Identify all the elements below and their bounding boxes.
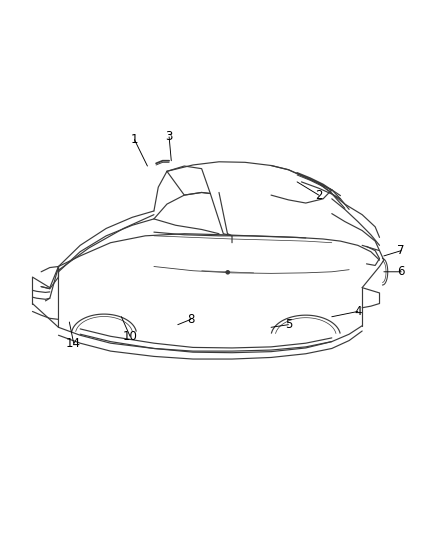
Text: 14: 14 <box>66 337 81 350</box>
Text: 5: 5 <box>285 318 292 331</box>
Text: 7: 7 <box>397 244 405 257</box>
Text: 4: 4 <box>354 305 362 318</box>
Text: 10: 10 <box>123 330 138 343</box>
Text: 8: 8 <box>187 313 194 326</box>
Text: 1: 1 <box>131 133 138 146</box>
Text: ●: ● <box>225 269 230 274</box>
Text: 3: 3 <box>166 131 173 143</box>
Text: 6: 6 <box>397 265 405 278</box>
Text: 2: 2 <box>315 189 322 201</box>
